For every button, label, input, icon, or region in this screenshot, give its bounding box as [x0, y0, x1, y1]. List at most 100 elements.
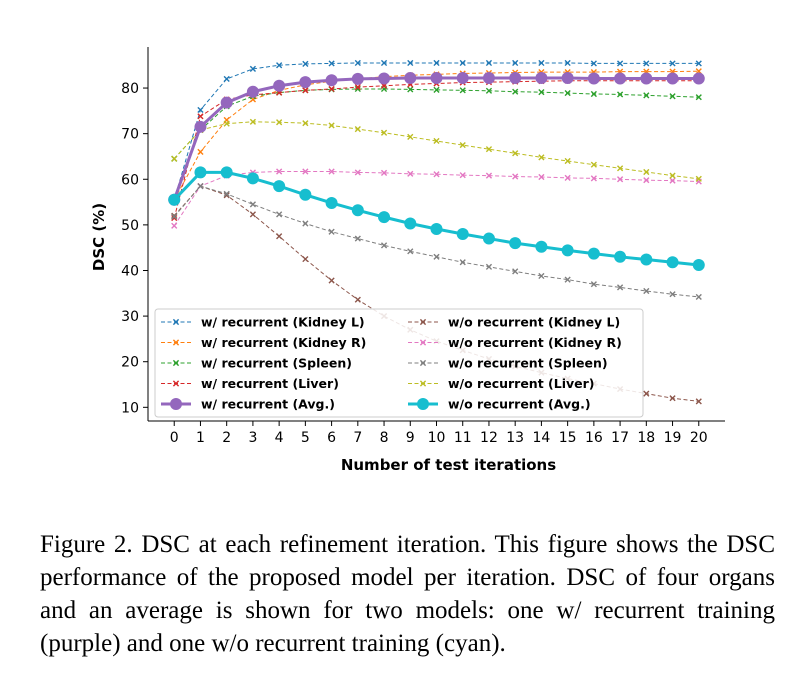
data-point [640, 253, 653, 266]
x-tick-label: 11 [454, 430, 472, 446]
data-point [643, 168, 650, 176]
y-tick-label: 50 [121, 218, 139, 234]
data-point [407, 170, 414, 177]
data-point [302, 60, 309, 67]
data-point [614, 72, 627, 85]
x-tick-label: 20 [690, 430, 708, 446]
data-point [535, 240, 548, 253]
data-point [695, 60, 702, 67]
data-point [643, 177, 650, 184]
y-tick-label: 10 [121, 400, 139, 416]
data-point [354, 235, 361, 242]
data-point [482, 72, 495, 85]
legend-label: w/o recurrent (Liver) [448, 376, 595, 391]
y-tick-label: 40 [121, 263, 139, 279]
data-point [354, 126, 361, 133]
data-point [249, 65, 257, 72]
data-point [407, 59, 414, 67]
data-point [171, 155, 178, 162]
data-point [197, 148, 204, 155]
x-tick-label: 5 [301, 430, 310, 446]
data-point [419, 359, 427, 367]
data-point [433, 253, 440, 260]
data-point [564, 174, 571, 181]
data-point [587, 72, 600, 85]
legend-label: w/o recurrent (Spleen) [448, 356, 608, 371]
legend-label: w/ recurrent (Liver) [201, 376, 339, 391]
legend-label: w/o recurrent (Kidney L) [448, 315, 620, 330]
data-point [378, 211, 391, 224]
data-point [419, 380, 427, 387]
data-point [433, 59, 440, 67]
data-point [302, 168, 309, 175]
x-tick-label: 13 [506, 430, 524, 446]
data-point [325, 196, 338, 209]
figure-caption: Figure 2. DSC at each refinement iterati… [40, 531, 775, 657]
data-point [302, 87, 309, 94]
data-point [564, 59, 571, 67]
data-point [433, 171, 440, 178]
data-point [459, 172, 466, 179]
data-point [328, 60, 335, 67]
y-tick-label: 80 [121, 81, 139, 97]
legend-box [154, 308, 644, 418]
data-point [695, 398, 702, 405]
data-point [616, 176, 624, 183]
data-point [407, 248, 414, 255]
data-point [328, 168, 335, 175]
data-point [512, 88, 519, 95]
data-point [273, 79, 286, 92]
data-point [378, 72, 391, 85]
data-point [407, 86, 414, 93]
data-point [669, 172, 676, 179]
data-point [485, 146, 493, 153]
data-point [249, 211, 257, 218]
data-point [354, 84, 361, 91]
data-point [666, 72, 679, 85]
data-point [669, 291, 676, 298]
data-point [616, 91, 624, 98]
data-point [171, 214, 178, 222]
x-tick-label: 7 [353, 430, 362, 446]
data-point [417, 398, 429, 410]
data-point [485, 263, 493, 270]
data-point [616, 284, 624, 291]
data-point [328, 228, 335, 235]
y-tick-label: 60 [121, 172, 139, 188]
data-point [220, 96, 233, 109]
data-point [485, 59, 493, 67]
y-axis-title: DSC (%) [90, 203, 108, 271]
data-point [168, 193, 181, 206]
data-point [430, 222, 443, 235]
data-point [328, 277, 335, 284]
data-point [171, 213, 178, 220]
x-tick-label: 12 [480, 430, 498, 446]
data-point [643, 390, 650, 397]
data-point [590, 281, 597, 288]
data-point [538, 59, 545, 67]
data-point [456, 228, 469, 240]
data-point [669, 93, 676, 100]
data-point [276, 119, 283, 126]
data-point [197, 183, 204, 190]
data-point [512, 173, 519, 180]
data-point [459, 87, 466, 94]
data-point [616, 165, 624, 172]
legend-label: w/o recurrent (Kidney R) [448, 335, 622, 350]
data-point [695, 293, 702, 301]
data-point [692, 72, 705, 85]
data-point [587, 247, 600, 260]
data-point [485, 172, 493, 179]
data-point [669, 177, 676, 184]
data-point [433, 86, 440, 93]
data-point [590, 161, 597, 168]
data-point [220, 166, 233, 179]
data-point [223, 75, 230, 83]
data-point [194, 166, 207, 179]
data-point [482, 232, 495, 245]
data-point [538, 154, 545, 161]
data-point [485, 87, 493, 94]
x-tick-label: 10 [428, 430, 446, 446]
data-point [564, 157, 571, 165]
series-line [173, 121, 699, 180]
